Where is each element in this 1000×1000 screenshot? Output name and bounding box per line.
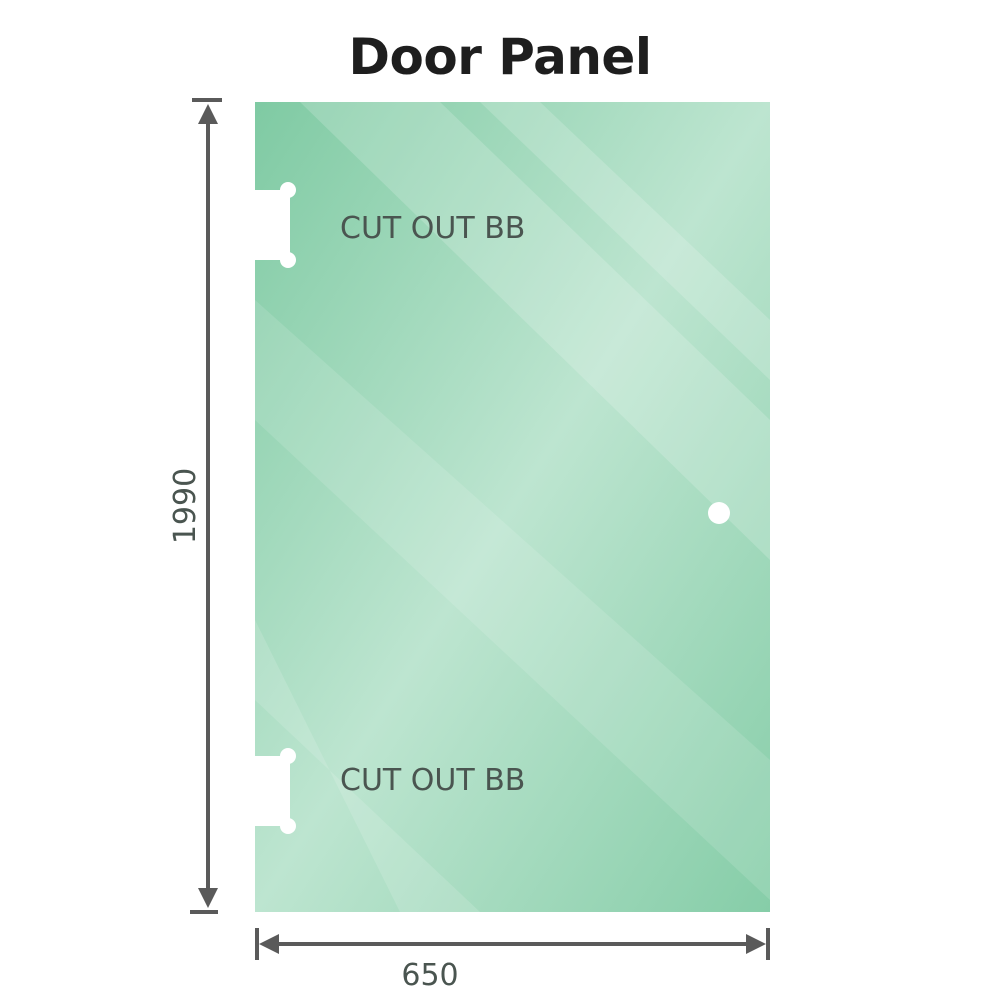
cutout-label-top: CUT OUT BB [340, 211, 525, 246]
width-dimension-line [255, 928, 770, 960]
width-label: 650 [401, 958, 458, 993]
height-dimension-line [190, 98, 222, 914]
handle-hole [708, 502, 730, 524]
height-label: 1990 [168, 468, 203, 544]
diagram-title: Door Panel [348, 28, 652, 86]
glass-panel [255, 102, 770, 912]
cutout-label-bottom: CUT OUT BB [340, 763, 525, 798]
cutout-top [250, 182, 296, 268]
cutout-bottom [250, 748, 296, 834]
